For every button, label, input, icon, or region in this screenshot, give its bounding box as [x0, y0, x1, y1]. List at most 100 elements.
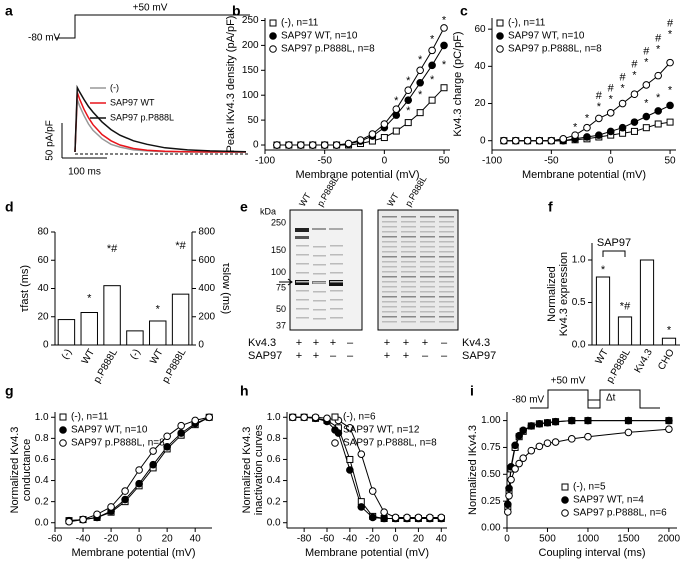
y-tick-label: 600	[198, 255, 215, 266]
marker	[665, 425, 673, 433]
kda-tick-label: 150	[271, 245, 286, 255]
legend-label: SAP97 WT, n=10	[71, 425, 148, 436]
x-tick-label: 0	[382, 156, 388, 167]
marker	[368, 130, 377, 138]
blot-band	[382, 266, 397, 268]
blot-band	[439, 241, 454, 243]
blot-band	[382, 261, 397, 263]
marker	[618, 123, 627, 132]
legend-marker	[269, 32, 277, 40]
kda-tick-label: 250	[271, 217, 286, 227]
marker	[500, 136, 508, 145]
marker	[527, 422, 536, 430]
blot-band	[313, 246, 326, 248]
blot-image	[377, 209, 459, 331]
marker	[121, 487, 129, 495]
annotation: *	[406, 105, 411, 117]
blot-band	[439, 231, 454, 233]
kda-tick-label: 50	[276, 304, 286, 314]
row-sign: –	[330, 350, 337, 362]
x-tick-label: -20	[365, 534, 380, 545]
current-trace	[74, 92, 246, 153]
marker	[642, 112, 651, 121]
blot-band	[330, 290, 343, 292]
blot-band	[420, 281, 435, 283]
legend-marker	[561, 496, 569, 504]
legend-marker	[331, 413, 339, 421]
y-axis-label: τfast (ms)	[19, 265, 31, 312]
blot-band	[401, 311, 416, 313]
marker	[323, 414, 331, 423]
marker	[519, 426, 527, 435]
y-tick-label: 0.25	[481, 496, 501, 507]
annotation: *	[87, 292, 92, 304]
blot-band	[313, 309, 326, 311]
bar	[639, 259, 655, 346]
bar	[57, 319, 76, 346]
blot-band	[420, 226, 435, 228]
blot-band	[401, 256, 416, 258]
marker	[357, 450, 366, 458]
blot-band	[313, 273, 326, 275]
blot-band	[329, 228, 343, 230]
blot-band	[439, 311, 454, 313]
blot-band	[330, 272, 343, 274]
annotation: *	[644, 57, 649, 69]
blot-band	[420, 286, 435, 288]
panel-label: a	[5, 3, 13, 19]
annotation: *	[156, 304, 161, 316]
blot-band	[439, 236, 454, 238]
blot-band	[420, 216, 435, 218]
marker	[511, 136, 520, 145]
blot-band	[439, 301, 454, 303]
legend-marker	[561, 483, 569, 491]
protocol-label: Δt	[606, 393, 616, 404]
marker	[527, 446, 536, 455]
y-tick-label: 0.2	[267, 496, 281, 507]
blot-band	[401, 226, 416, 228]
y-tick-label: 0	[253, 140, 259, 151]
legend-label: SAP97 p.P888L, n=8	[71, 438, 165, 449]
scale-bar-label: 50 pA/pF	[45, 120, 56, 161]
voltage-protocol	[55, 14, 250, 39]
bar	[80, 312, 98, 346]
legend-marker	[269, 19, 277, 27]
bar	[103, 285, 121, 346]
x-tick-label: -100	[255, 156, 275, 167]
blot-band	[439, 216, 454, 218]
blot-band	[401, 306, 416, 308]
marker	[535, 136, 544, 145]
x-tick-label: 1500	[617, 534, 640, 545]
marker	[519, 454, 527, 462]
blot-band	[401, 271, 416, 273]
blot-band	[420, 321, 435, 323]
kda-tick-label: 37	[276, 320, 286, 330]
blot-band	[313, 291, 326, 293]
y-axis-label: conductance	[21, 439, 33, 501]
annotation: *	[668, 29, 673, 41]
x-tick-label: -20	[104, 534, 119, 545]
marker	[135, 466, 143, 474]
bar	[595, 276, 611, 346]
annotation: *	[573, 122, 578, 134]
y-axis-label: Normalized IKv4.3	[467, 425, 479, 515]
blot-band	[313, 255, 326, 257]
blot-band	[312, 228, 326, 230]
x-tick-label: (-)	[128, 347, 143, 361]
marker	[392, 127, 400, 135]
marker	[163, 443, 171, 451]
blot-band	[330, 263, 343, 265]
blot-band	[439, 296, 454, 298]
marker	[288, 413, 297, 422]
y-tick-label: 40	[474, 61, 486, 72]
marker	[285, 141, 293, 149]
blot-band	[382, 296, 397, 298]
marker	[571, 131, 579, 139]
blot-band	[313, 282, 326, 284]
blot-band	[382, 236, 397, 238]
bar	[661, 337, 677, 346]
marker	[205, 413, 213, 422]
blot-band	[330, 317, 343, 319]
y-tick-label: 0.6	[267, 454, 281, 465]
kda-tick-label: 100	[271, 267, 286, 277]
